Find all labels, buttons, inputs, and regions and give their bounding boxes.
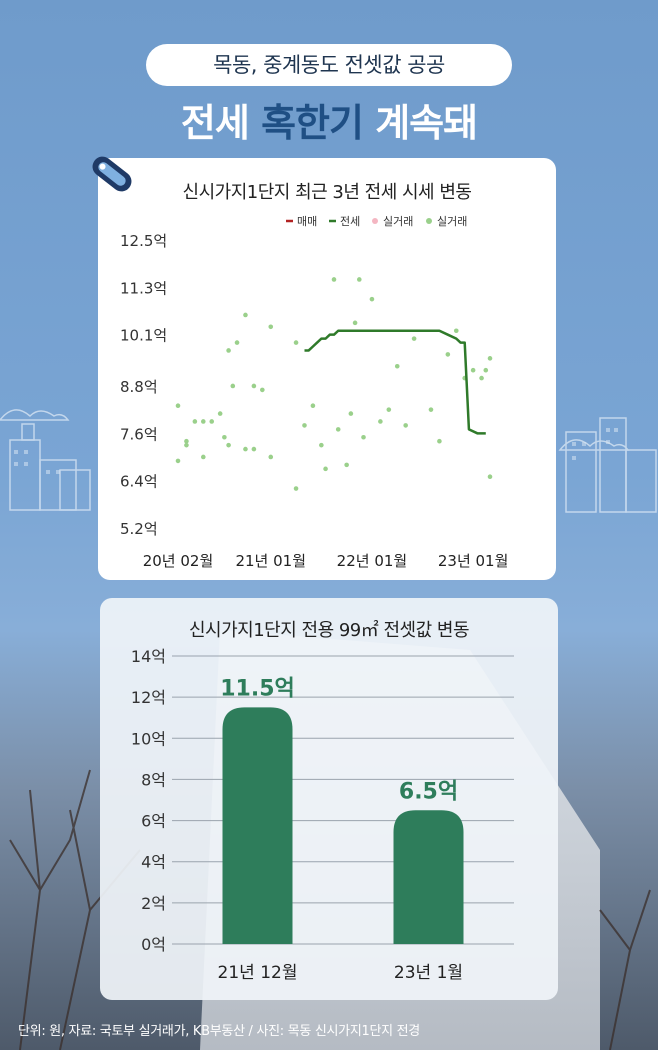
legend-label: 실거래 [437,215,467,228]
legend-label: 전세 [340,215,360,228]
scatter-point [369,296,375,302]
bar-chart-title: 신시가지1단지 전용 99㎡ 전셋값 변동 [188,620,470,641]
y-tick-label: 10억 [131,729,166,748]
x-category-label: 23년 1월 [394,963,463,983]
scatter-point [175,403,181,408]
scatter-point [293,340,299,345]
y-tick-label: 6.4억 [120,473,158,491]
y-tick-label: 5.2억 [120,520,158,538]
scatter-point [192,419,198,424]
x-tick-label: 20년 02월 [143,552,214,570]
scatter-point [394,363,400,369]
scatter-point [483,367,489,373]
x-tick-label: 22년 01월 [337,552,408,570]
scatter-point [352,320,358,326]
x-tick-label: 21년 01월 [235,552,306,570]
scatter-point [222,434,227,440]
scatter-point [428,407,434,412]
scatter-point [200,454,206,460]
scatter-point [437,438,442,444]
scatter-point [200,419,206,424]
scatter-point [302,423,307,428]
scatter-point [230,383,236,389]
city-skyline-illustration [0,409,657,513]
y-tick-label: 7.6억 [120,425,158,443]
y-tick-label: 10.1억 [120,327,167,345]
legend-label: 실거래 [383,215,413,228]
scatter-point [403,423,408,428]
scatter-point [251,383,257,389]
bar-value-label: 6.5억 [399,779,458,804]
scatter-point [487,356,493,361]
scatter-point [470,367,476,373]
scatter-point [331,277,337,282]
scatter-point [243,312,248,318]
legend-label: 매매 [297,215,317,228]
y-tick-label: 8억 [141,770,166,789]
y-tick-label: 0억 [141,935,166,954]
legend-dot-marker [372,218,378,224]
scatter-point [319,442,324,448]
y-tick-label: 2억 [141,894,166,913]
scatter-point [323,466,328,472]
line-chart-title: 신시가지1단지 최근 3년 전세 시세 변동 [182,182,472,203]
scatter-point [184,442,189,448]
scatter-point [356,277,362,282]
pin-icon [92,156,132,192]
scatter-point [293,486,299,491]
y-tick-label: 12.5억 [120,232,167,250]
scatter-point [445,352,451,357]
scatter-point [243,446,248,452]
scatter-point [453,328,459,334]
scatter-point [487,474,493,480]
scatter-point [184,438,189,444]
headline-part1: 전세 [180,101,250,145]
deposit-change-card: 신시가지1단지 전용 99㎡ 전셋값 변동 14억 12억 10억 8억 6억 4억 2억 0… [100,598,558,1000]
y-tick-label: 8.8억 [120,378,158,396]
scatter-point [348,411,354,416]
scatter-point [268,454,274,460]
scatter-point [234,340,240,345]
y-tick-label: 6억 [141,812,166,831]
headline-highlight: 혹한기 [261,101,364,145]
x-category-label: 21년 12월 [218,963,298,983]
scatter-point [226,348,231,353]
scatter-point [226,442,231,448]
scatter-point [361,434,366,440]
price-trend-card: 신시가지1단지 최근 3년 전세 시세 변동 12.5억 11.3억 10.1억 8.… [98,158,556,580]
x-tick-label: 23년 01월 [438,552,509,570]
subtitle-pill: 목동, 중계동도 전셋값 공공 [146,44,512,86]
scatter-point [344,462,349,468]
scatter-point [217,411,223,416]
series-line-jeonse [304,329,486,435]
scatter-point [310,403,316,408]
scatter-point [175,458,181,464]
scatter-point [386,407,392,412]
headline-part2: 계속돼 [375,101,478,145]
y-tick-label: 11.3억 [120,279,167,297]
bar-value-label: 11.5억 [220,676,295,701]
subtitle-text: 목동, 중계동도 전셋값 공공 [213,53,445,77]
y-tick-label: 12억 [131,688,166,707]
y-tick-label: 4억 [141,853,166,872]
scatter-point [260,387,265,393]
scatter-point [479,375,484,381]
scatter-point [209,419,215,424]
y-tick-label: 14억 [131,647,166,666]
scatter-point [335,427,341,432]
scatter-point [411,336,417,341]
price-trend-chart: 12.5억 11.3억 10.1억 8.8억 7.6억 6.4억 5.2억 20년 02월 21… [120,215,509,570]
deposit-bar-chart: 14억 12억 10억 8억 6억 4억 2억 0억 11.5억 21년 12월 6.5억 23년 1… [131,647,514,983]
bar [222,707,293,944]
page-headline: 전세 혹한기 계속돼 [0,92,658,147]
scatter-point [378,419,383,424]
scatter-point [251,446,257,452]
legend-dot-marker [426,218,432,224]
source-footnote: 단위: 원, 자료: 국토부 실거래가, KB부동산 / 사진: 목동 신시가지… [18,1024,420,1039]
bar [393,810,464,944]
scatter-point [268,324,274,330]
